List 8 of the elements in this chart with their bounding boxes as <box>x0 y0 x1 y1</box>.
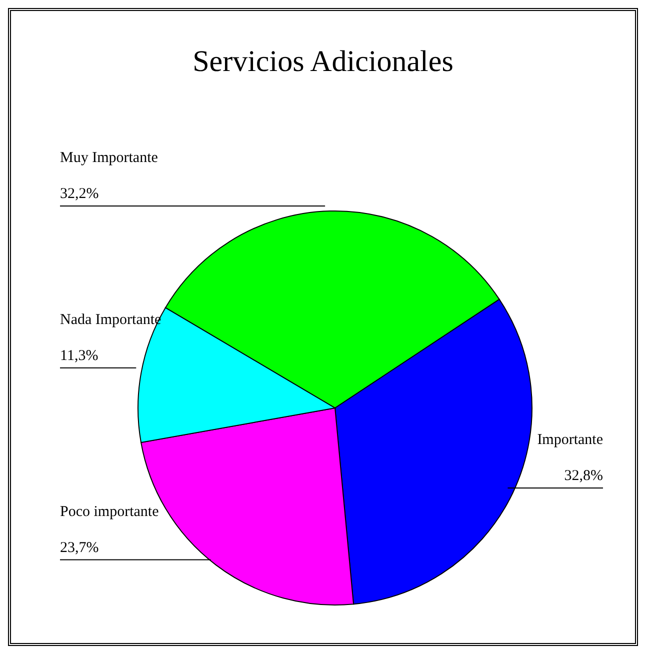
slice-label: Importante <box>537 432 604 448</box>
data-label: 11,3% <box>60 348 98 364</box>
data-label: 32,8% <box>564 468 603 484</box>
data-label: 32,2% <box>60 186 99 202</box>
slice-label: Poco importante <box>60 504 160 520</box>
chart-title: Servicios Adicionales <box>192 45 454 79</box>
slice-label: Muy Importante <box>60 150 158 166</box>
data-label: 23,7% <box>60 540 99 556</box>
